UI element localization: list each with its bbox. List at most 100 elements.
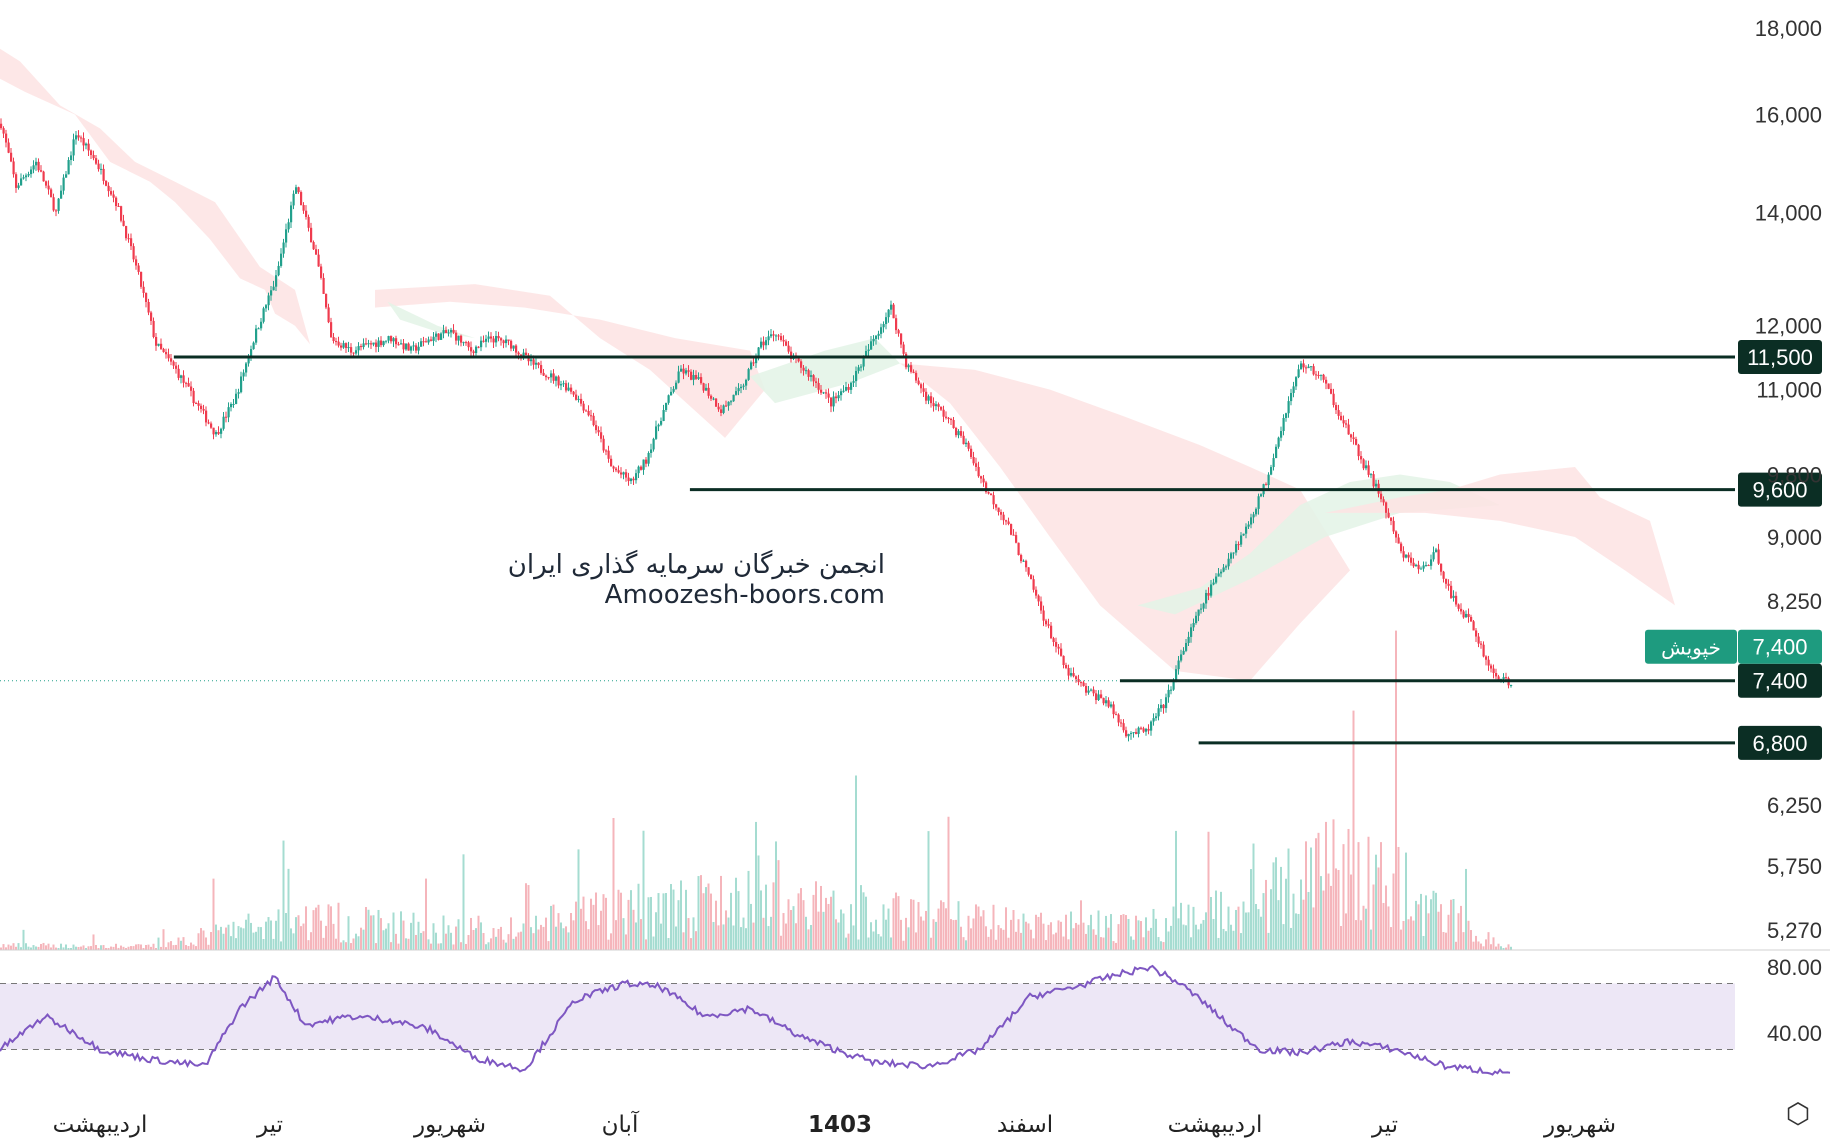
candle-body xyxy=(725,405,728,407)
time-tick-label: تیر xyxy=(256,1112,283,1138)
volume-bar xyxy=(92,934,95,950)
volume-bar xyxy=(367,909,370,950)
volume-bar xyxy=(90,946,92,950)
candle-body xyxy=(877,333,880,336)
price-axis[interactable]: 18,000 16,000 14,000 12,000 11,000 9,800 9,000… xyxy=(1755,16,1822,943)
candle-body xyxy=(235,393,238,404)
volume-bar xyxy=(212,878,215,950)
candle-body xyxy=(1057,646,1060,649)
candle-body xyxy=(277,265,280,276)
candle-body xyxy=(117,206,120,208)
volume-bar xyxy=(1177,918,1180,950)
volume-bar xyxy=(352,938,355,950)
watermark-url: Amoozesh-boors.com xyxy=(604,580,885,610)
candle-body xyxy=(120,206,123,221)
volume-bar xyxy=(265,921,267,950)
volume-bar xyxy=(412,912,415,950)
candle-body xyxy=(1295,377,1298,387)
candle-body xyxy=(1147,728,1150,731)
hexagon-gear-icon[interactable]: ⬡ xyxy=(1785,1097,1811,1130)
volume-bar xyxy=(430,943,432,950)
volume-bar xyxy=(1120,915,1122,950)
candle-body xyxy=(1462,611,1465,618)
candle-body xyxy=(372,342,375,345)
candle-body xyxy=(1040,601,1043,611)
volume-bar xyxy=(747,870,750,950)
volume-bar xyxy=(1115,942,1117,950)
candle-body xyxy=(1352,437,1355,440)
volume-bar xyxy=(1197,929,1200,950)
volume-bar xyxy=(467,935,470,950)
volume-bar xyxy=(1360,920,1362,950)
volume-bar xyxy=(82,945,85,950)
volume-bar xyxy=(762,917,765,950)
time-tick-label: شهریور xyxy=(413,1112,486,1138)
volume-bar xyxy=(1160,941,1162,950)
volume-bar xyxy=(397,943,400,950)
candle-body xyxy=(842,390,845,392)
volume-bar xyxy=(477,915,480,950)
candle-body xyxy=(370,343,373,345)
candle-body xyxy=(862,355,865,367)
volume-bar xyxy=(860,885,862,950)
cloud-bull-2 xyxy=(387,301,475,339)
candle-body xyxy=(60,190,63,199)
volume-bar xyxy=(942,902,945,950)
candle-body xyxy=(115,197,118,207)
candle-body xyxy=(90,150,93,156)
volume-bar xyxy=(0,947,2,950)
candle-body xyxy=(1510,684,1513,686)
volume-bar xyxy=(165,947,167,950)
volume-bar xyxy=(555,926,557,950)
volume-bar xyxy=(110,946,112,950)
candle-body xyxy=(962,435,965,445)
candle-body xyxy=(972,457,975,464)
volume-bar xyxy=(1292,893,1295,950)
volume-bar xyxy=(1342,844,1345,950)
candle-body xyxy=(25,175,28,178)
volume-bar xyxy=(1047,924,1050,950)
volume-bar xyxy=(622,918,625,950)
candle-body xyxy=(1197,609,1200,616)
volume-bar xyxy=(310,932,312,950)
candle-body xyxy=(887,309,890,318)
candle-body xyxy=(680,368,683,372)
volume-bar xyxy=(1100,937,1102,950)
volume-bar xyxy=(980,916,982,950)
candle-body xyxy=(960,431,963,436)
volume-bar xyxy=(777,860,780,950)
candle-body xyxy=(1120,722,1123,724)
candle-body xyxy=(705,387,708,391)
candle-body xyxy=(317,254,320,267)
candle-body xyxy=(407,343,410,351)
candle-body xyxy=(335,341,338,343)
volume-bar xyxy=(1222,928,1225,950)
volume-bar xyxy=(960,926,962,950)
volume-bar xyxy=(315,907,317,950)
volume-bar xyxy=(1422,936,1425,950)
candle-body xyxy=(202,409,205,411)
volume-bar xyxy=(930,937,932,950)
candle-body xyxy=(600,432,603,439)
candle-body xyxy=(777,335,780,337)
volume-bar xyxy=(547,941,550,950)
candle-body xyxy=(737,388,740,392)
candle-body xyxy=(570,387,573,392)
volume-bar xyxy=(1257,909,1260,950)
candle-body xyxy=(1075,676,1078,680)
candle-body xyxy=(1472,621,1475,631)
candle-body xyxy=(787,345,790,352)
time-axis[interactable]: اردیبهشت تیر شهریور آبان 1403 اسفند اردیبهشت تی… xyxy=(53,1110,1616,1138)
volume-bar xyxy=(757,855,760,950)
candle-body xyxy=(1100,694,1103,698)
price-tick-label: 16,000 xyxy=(1755,102,1822,127)
candle-body xyxy=(915,372,918,381)
candle-body xyxy=(207,422,210,424)
candle-body xyxy=(1230,553,1233,559)
candle-body xyxy=(925,391,928,401)
volume-bar xyxy=(647,897,650,950)
candle-body xyxy=(1195,615,1198,624)
volume-bar xyxy=(932,919,935,950)
volume-bar xyxy=(362,929,365,950)
